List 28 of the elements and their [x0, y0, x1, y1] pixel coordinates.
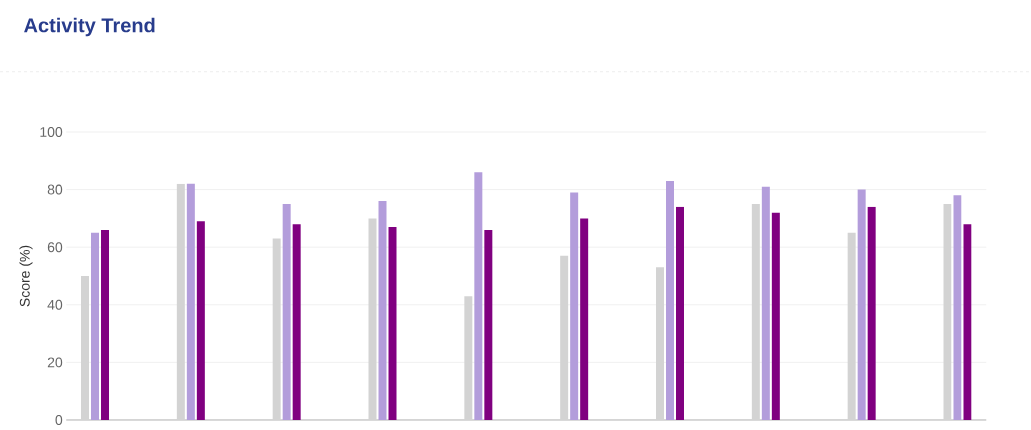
y-tick-label: 40 — [47, 299, 63, 310]
bar — [282, 203, 291, 420]
y-tick-label: 0 — [55, 415, 63, 425]
bar — [676, 206, 684, 420]
bar — [91, 232, 100, 420]
bar — [570, 192, 579, 420]
bar — [867, 206, 876, 420]
y-tick-label: 20 — [47, 357, 63, 368]
chart-title: Activity Trend — [24, 17, 155, 37]
bar — [186, 183, 195, 420]
bar — [292, 224, 301, 420]
y-tick-label: 80 — [47, 184, 63, 195]
bar — [484, 229, 493, 420]
bar — [474, 172, 483, 420]
bar — [101, 229, 110, 420]
bar — [963, 224, 972, 420]
y-tick-label: 60 — [47, 242, 63, 253]
bar — [196, 221, 205, 420]
bar — [857, 189, 866, 420]
y-axis-title: Score (%) — [19, 245, 33, 307]
bar — [761, 186, 770, 420]
y-tick-label: 100 — [40, 127, 63, 137]
bar — [666, 180, 674, 420]
bar — [378, 201, 387, 420]
bar — [953, 195, 962, 420]
bar — [771, 212, 780, 420]
bar — [580, 218, 589, 420]
bar — [388, 227, 397, 420]
